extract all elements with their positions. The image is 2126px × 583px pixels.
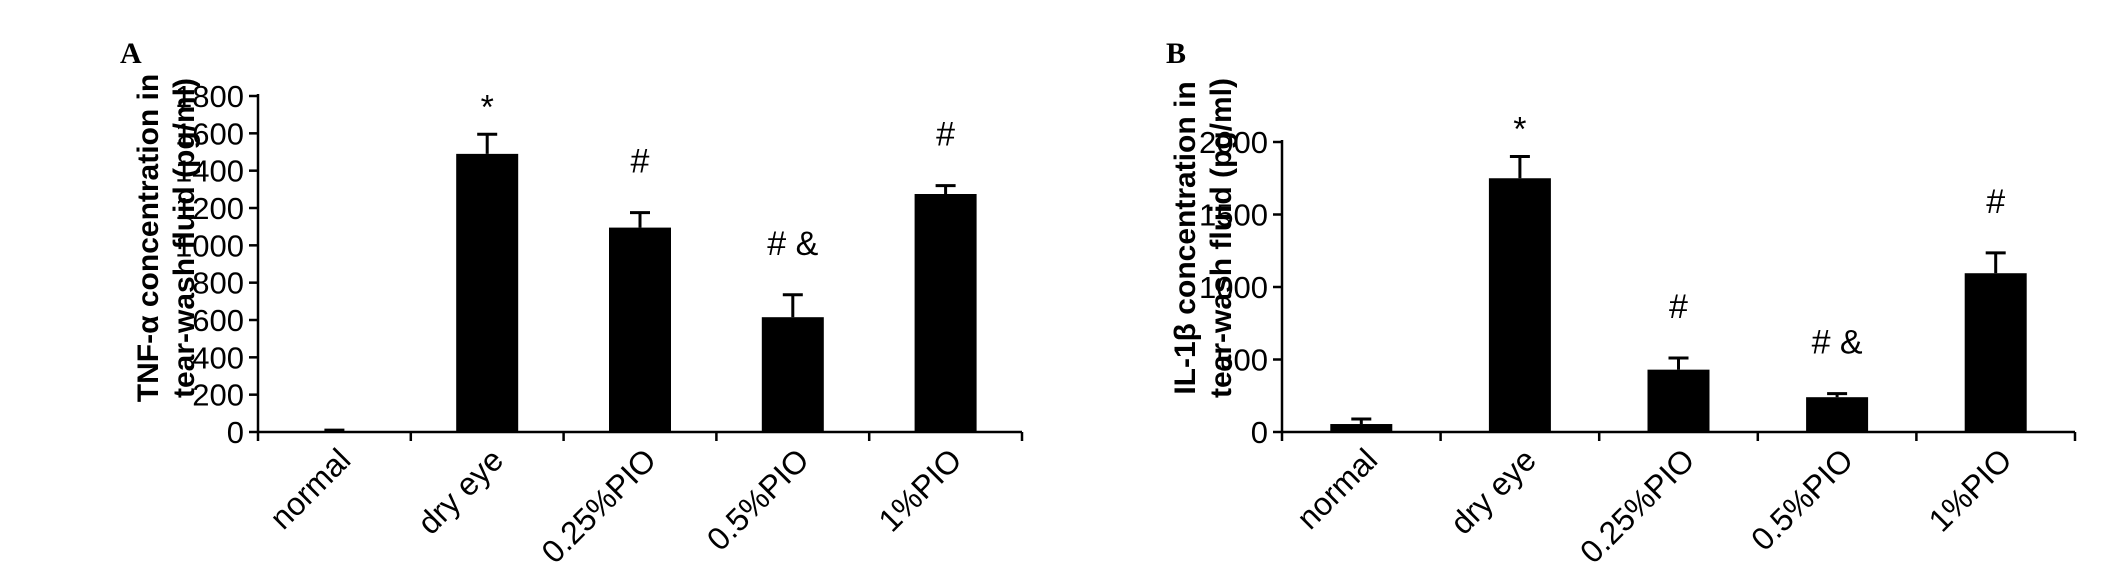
y-tick-label: 1400: [175, 154, 244, 189]
bar: [1330, 424, 1393, 432]
y-tick-label: 800: [192, 266, 244, 301]
x-tick-label: dry eye: [410, 441, 510, 541]
x-tick-label: 0.25%PIO: [534, 441, 663, 570]
bar: [1806, 397, 1869, 432]
bar: [1647, 369, 1710, 432]
significance-marker: # &: [767, 225, 818, 263]
x-tick-label: 1%PIO: [871, 441, 968, 538]
panel-b: B IL-1β concentration in tear-wash fluid…: [1166, 37, 2077, 570]
y-tick-label: 400: [192, 340, 244, 375]
significance-marker: #: [631, 143, 650, 181]
y-tick-label: 1600: [175, 116, 244, 151]
y-tick-label: 0: [227, 415, 244, 450]
y-tick-label: 600: [192, 303, 244, 338]
bar: [303, 431, 366, 433]
y-tick-label: 1000: [175, 228, 244, 263]
y-tick-label: 200: [192, 378, 244, 413]
significance-marker: # &: [1812, 324, 1863, 362]
bar: [1964, 273, 2027, 432]
y-axis-label-b-line1: IL-1β concentration in: [1169, 81, 1202, 394]
significance-marker: #: [936, 116, 955, 154]
y-tick-label: 1800: [175, 79, 244, 114]
significance-marker: *: [1513, 111, 1526, 149]
x-tick-label: normal: [263, 441, 358, 536]
y-axis-label-a-line2: tear-wash fluid (pg/ml): [168, 78, 201, 398]
x-tick-label: 0.5%PIO: [700, 441, 816, 557]
bar: [761, 317, 824, 432]
y-tick-label: 500: [1216, 343, 1268, 378]
bar: [456, 153, 519, 432]
panel-label-a: A: [120, 37, 142, 70]
y-tick-label: 1500: [1199, 198, 1268, 233]
significance-marker: #: [1986, 183, 2005, 221]
y-axis-label-a-line1: TNF-α concentration in: [132, 74, 165, 402]
y-tick-label: 1000: [1199, 270, 1268, 305]
significance-marker: #: [1669, 288, 1688, 326]
x-tick-label: normal: [1290, 441, 1385, 536]
y-axis-label-b-line2: tear-wash fluid (pg/ml): [1205, 78, 1238, 398]
plot-area-b: 0 500 1000 1500 2000 normal dry eye 0.25%PIO 0.5…: [1199, 111, 2077, 570]
bar: [914, 194, 977, 432]
bar: [1488, 178, 1551, 432]
bar: [609, 227, 671, 432]
x-tick-label: 0.25%PIO: [1573, 441, 1702, 570]
x-tick-label: dry eye: [1443, 441, 1543, 541]
y-tick-label: 1200: [175, 191, 244, 226]
y-tick-label: 2000: [1199, 125, 1268, 160]
y-tick-label: 0: [1251, 415, 1268, 450]
significance-marker: *: [481, 88, 494, 126]
x-tick-label: 1%PIO: [1922, 441, 2019, 538]
panel-label-b: B: [1166, 37, 1186, 70]
panel-a: A TNF-α concentration in tear-wash fluid…: [120, 37, 1024, 570]
x-tick-label: 0.5%PIO: [1744, 441, 1860, 557]
